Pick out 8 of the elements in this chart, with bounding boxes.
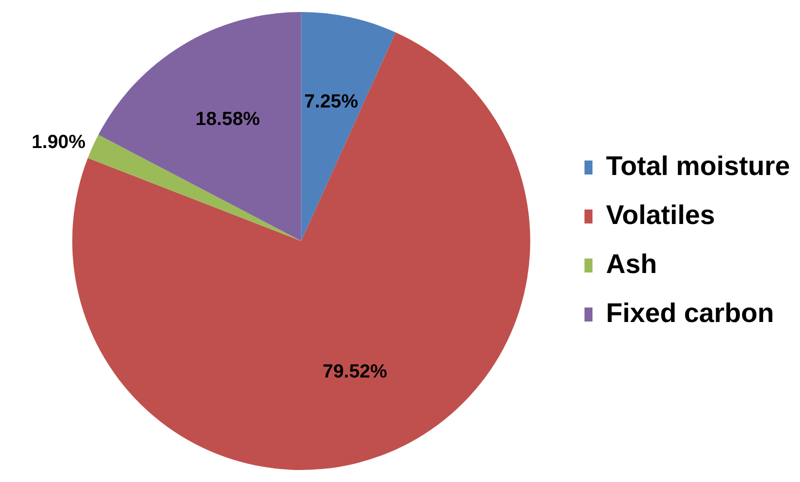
legend-label: Fixed carbon [606, 298, 774, 328]
data-label: 79.52% [322, 362, 388, 383]
data-label: 18.58% [196, 108, 260, 130]
legend-label: Ash [606, 248, 657, 279]
legend-label: Total moisture [606, 150, 790, 181]
legend-label: Volatiles [606, 200, 716, 230]
data-label: 1.90% [32, 132, 86, 154]
data-label: 7.25% [304, 91, 358, 112]
